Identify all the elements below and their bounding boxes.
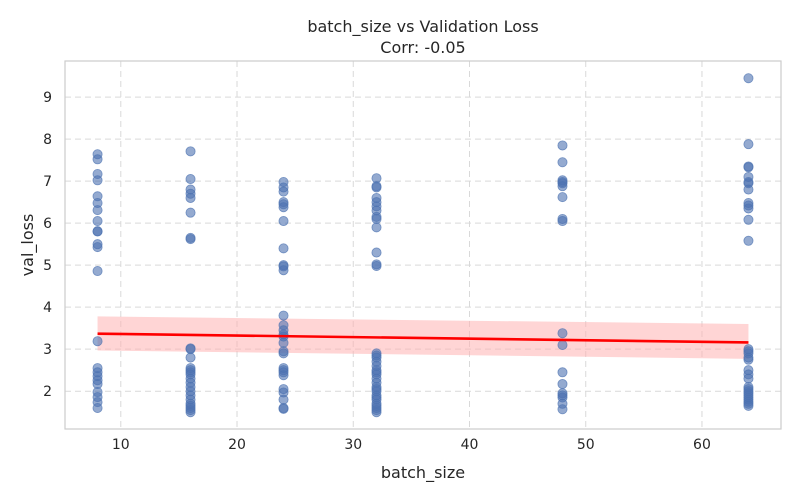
data-point <box>278 348 289 359</box>
y-tick-label: 8 <box>43 132 52 148</box>
data-point <box>185 207 196 218</box>
data-point <box>743 400 754 411</box>
data-point <box>92 266 103 277</box>
data-point <box>185 174 196 185</box>
data-point <box>92 175 103 186</box>
data-point <box>371 247 382 258</box>
chart-title: batch_size vs Validation Loss <box>307 17 538 37</box>
data-point <box>185 407 196 418</box>
data-point <box>278 310 289 321</box>
data-point <box>557 181 568 192</box>
x-axis-label: batch_size <box>381 463 465 483</box>
y-tick-label: 4 <box>43 300 52 316</box>
x-tick-label: 40 <box>461 437 479 453</box>
data-point <box>743 162 754 173</box>
x-tick-label: 30 <box>344 437 362 453</box>
data-point <box>743 184 754 195</box>
regression-line <box>97 332 749 344</box>
data-point <box>743 203 754 214</box>
y-tick-label: 9 <box>43 90 52 106</box>
data-point <box>92 154 103 165</box>
data-point <box>557 367 568 378</box>
data-point <box>557 379 568 390</box>
x-tick-label: 60 <box>693 437 711 453</box>
data-point <box>557 339 568 350</box>
chart-subtitle: Corr: -0.05 <box>380 38 465 57</box>
data-point <box>278 265 289 276</box>
data-point <box>185 352 196 363</box>
data-point <box>278 202 289 213</box>
data-point <box>371 261 382 272</box>
y-tick-label: 2 <box>43 384 52 400</box>
data-point <box>278 403 289 414</box>
data-point <box>92 402 103 413</box>
y-axis-label: val_loss <box>18 214 38 277</box>
data-point <box>743 139 754 150</box>
y-tick-label: 3 <box>43 342 52 358</box>
data-point <box>371 407 382 418</box>
points <box>92 73 754 418</box>
data-point <box>278 394 289 405</box>
data-point <box>743 235 754 246</box>
data-point <box>371 213 382 224</box>
data-point <box>743 373 754 384</box>
data-point <box>557 404 568 415</box>
data-point <box>371 222 382 233</box>
y-tick-label: 5 <box>43 258 52 274</box>
grid <box>65 61 781 429</box>
y-tick-label: 7 <box>43 174 52 190</box>
data-point <box>557 328 568 339</box>
data-point <box>743 73 754 84</box>
data-point <box>185 234 196 245</box>
y-tick-label: 6 <box>43 216 52 232</box>
data-point <box>278 216 289 227</box>
data-point <box>743 354 754 365</box>
data-point <box>371 182 382 193</box>
data-point <box>185 146 196 157</box>
data-point <box>185 344 196 355</box>
data-point <box>185 192 196 203</box>
ticks: 10 20 30 40 50 60 2 3 4 5 6 7 8 9 <box>43 90 711 453</box>
data-point <box>557 157 568 168</box>
data-point <box>557 192 568 203</box>
data-point <box>92 242 103 253</box>
x-tick-label: 20 <box>228 437 246 453</box>
axes-frame <box>64 60 782 430</box>
data-point <box>278 186 289 197</box>
x-tick-label: 50 <box>577 437 595 453</box>
data-point <box>557 216 568 227</box>
data-point <box>92 226 103 237</box>
regression <box>97 332 749 344</box>
data-point <box>557 140 568 151</box>
data-point <box>92 216 103 227</box>
data-point <box>278 337 289 348</box>
data-point <box>743 214 754 225</box>
data-point <box>278 370 289 381</box>
x-tick-label: 10 <box>112 437 130 453</box>
data-point <box>92 205 103 216</box>
data-point <box>92 336 103 347</box>
data-point <box>278 243 289 254</box>
